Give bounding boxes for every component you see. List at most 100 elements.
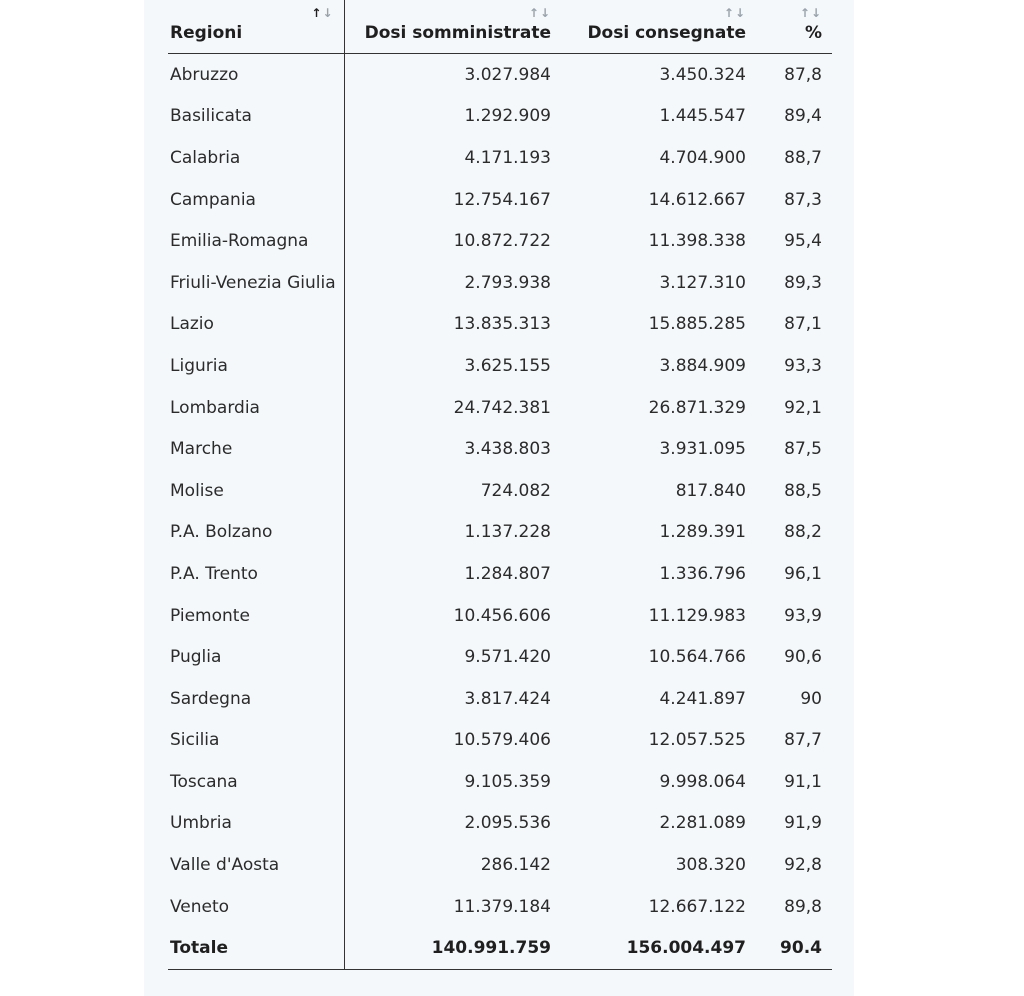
sort-icon-percent[interactable]: ↑↓ <box>799 6 822 20</box>
cell-region: Toscana <box>168 761 345 803</box>
cell-percent: 95,4 <box>784 231 822 252</box>
cell-administered: 3.625.155 <box>464 355 551 376</box>
table-total-row: Totale 140.991.759 156.004.497 90.4 <box>168 927 832 971</box>
table-row: Campania 12.754.167 14.612.667 87,3 <box>168 178 832 221</box>
cell-percent: 87,8 <box>784 64 822 85</box>
column-label-percent: % <box>804 23 822 43</box>
cell-delivered: 11.129.983 <box>648 605 746 626</box>
cell-delivered: 3.931.095 <box>659 439 746 460</box>
cell-delivered: 1.289.391 <box>659 522 746 543</box>
cell-administered: 1.284.807 <box>464 563 551 584</box>
cell-delivered: 308.320 <box>675 855 746 876</box>
table-row: Toscana 9.105.359 9.998.064 91,1 <box>168 761 832 803</box>
cell-administered: 2.793.938 <box>464 272 551 293</box>
column-label-region: Regioni <box>170 23 243 43</box>
cell-percent: 92,1 <box>784 397 822 418</box>
cell-region: Sardegna <box>168 677 345 720</box>
cell-percent: 91,9 <box>784 813 822 834</box>
cell-percent: 93,9 <box>784 605 822 626</box>
cell-delivered: 15.885.285 <box>648 314 746 335</box>
sort-icon-delivered[interactable]: ↑↓ <box>723 6 746 20</box>
table-row: Marche 3.438.803 3.931.095 87,5 <box>168 428 832 470</box>
column-label-delivered: Dosi consegnate <box>587 23 746 43</box>
column-header-administered[interactable]: ↑↓ Dosi somministrate <box>344 0 561 54</box>
cell-delivered: 12.667.122 <box>648 896 746 917</box>
cell-total-percent: 90.4 <box>756 927 832 971</box>
cell-region: P.A. Trento <box>168 553 345 595</box>
cell-delivered: 2.281.089 <box>659 813 746 834</box>
cell-delivered: 1.336.796 <box>659 563 746 584</box>
cell-administered: 4.171.193 <box>464 147 551 168</box>
cell-delivered: 9.998.064 <box>659 771 746 792</box>
table-row: P.A. Trento 1.284.807 1.336.796 96,1 <box>168 553 832 595</box>
cell-administered: 10.456.606 <box>453 605 551 626</box>
cell-administered: 3.817.424 <box>464 688 551 709</box>
cell-administered: 10.579.406 <box>453 730 551 751</box>
cell-region: Liguria <box>168 345 345 387</box>
table-row: Umbria 2.095.536 2.281.089 91,9 <box>168 802 832 845</box>
cell-region: Sicilia <box>168 719 345 762</box>
column-header-delivered[interactable]: ↑↓ Dosi consegnate <box>561 0 756 54</box>
cell-administered: 286.142 <box>480 855 551 876</box>
cell-region: Lazio <box>168 303 345 346</box>
column-header-region[interactable]: ↑↓ Regioni <box>168 0 345 54</box>
table-header-row: ↑↓ Regioni ↑↓ Dosi somministrate ↑↓ Dosi… <box>168 0 832 54</box>
cell-delivered: 1.445.547 <box>659 106 746 127</box>
table-row: P.A. Bolzano 1.137.228 1.289.391 88,2 <box>168 511 832 554</box>
cell-administered: 724.082 <box>480 480 551 501</box>
table-row: Veneto 11.379.184 12.667.122 89,8 <box>168 885 832 928</box>
column-label-administered: Dosi somministrate <box>364 23 551 43</box>
table-row: Basilicata 1.292.909 1.445.547 89,4 <box>168 95 832 138</box>
cell-region: Umbria <box>168 802 345 845</box>
cell-percent: 88,7 <box>784 147 822 168</box>
cell-delivered: 12.057.525 <box>648 730 746 751</box>
cell-delivered: 4.241.897 <box>659 688 746 709</box>
table-row: Lazio 13.835.313 15.885.285 87,1 <box>168 303 832 346</box>
cell-delivered: 3.884.909 <box>659 355 746 376</box>
cell-percent: 90 <box>800 688 822 709</box>
cell-percent: 88,2 <box>784 522 822 543</box>
table-row: Piemonte 10.456.606 11.129.983 93,9 <box>168 594 832 637</box>
table-row: Sicilia 10.579.406 12.057.525 87,7 <box>168 719 832 762</box>
table-row: Abruzzo 3.027.984 3.450.324 87,8 <box>168 53 832 96</box>
cell-region: Basilicata <box>168 95 345 138</box>
cell-administered: 9.105.359 <box>464 771 551 792</box>
cell-administered: 3.438.803 <box>464 439 551 460</box>
cell-region: Emilia-Romagna <box>168 220 345 262</box>
sort-icon-region[interactable]: ↑↓ <box>311 6 334 20</box>
cell-region: Lombardia <box>168 386 345 429</box>
cell-delivered: 3.450.324 <box>659 64 746 85</box>
cell-region: Calabria <box>168 137 345 179</box>
sort-icon-administered[interactable]: ↑↓ <box>528 6 551 20</box>
cell-administered: 2.095.536 <box>464 813 551 834</box>
cell-delivered: 817.840 <box>675 480 746 501</box>
table-row: Emilia-Romagna 10.872.722 11.398.338 95,… <box>168 220 832 262</box>
cell-percent: 96,1 <box>784 563 822 584</box>
table-row: Molise 724.082 817.840 88,5 <box>168 469 832 512</box>
cell-delivered: 14.612.667 <box>648 189 746 210</box>
cell-percent: 93,3 <box>784 355 822 376</box>
cell-region: Valle d'Aosta <box>168 844 345 886</box>
table-row: Friuli-Venezia Giulia 2.793.938 3.127.31… <box>168 261 832 304</box>
cell-region: Campania <box>168 178 345 221</box>
vaccine-doses-table: ↑↓ Regioni ↑↓ Dosi somministrate ↑↓ Dosi… <box>168 0 832 971</box>
cell-percent: 87,5 <box>784 439 822 460</box>
cell-administered: 11.379.184 <box>453 896 551 917</box>
column-header-percent[interactable]: ↑↓ % <box>756 0 832 54</box>
table-row: Calabria 4.171.193 4.704.900 88,7 <box>168 137 832 179</box>
cell-total-label: Totale <box>168 927 345 971</box>
table-row: Puglia 9.571.420 10.564.766 90,6 <box>168 636 832 678</box>
cell-percent: 92,8 <box>784 855 822 876</box>
cell-administered: 9.571.420 <box>464 647 551 668</box>
table-row: Liguria 3.625.155 3.884.909 93,3 <box>168 345 832 387</box>
cell-delivered: 3.127.310 <box>659 272 746 293</box>
cell-region: Friuli-Venezia Giulia <box>168 261 345 304</box>
cell-percent: 87,1 <box>784 314 822 335</box>
cell-percent: 87,7 <box>784 730 822 751</box>
cell-region: Piemonte <box>168 594 345 637</box>
cell-administered: 1.292.909 <box>464 106 551 127</box>
cell-percent: 90,6 <box>784 647 822 668</box>
cell-region: Marche <box>168 428 345 470</box>
table-row: Sardegna 3.817.424 4.241.897 90 <box>168 677 832 720</box>
cell-delivered: 10.564.766 <box>648 647 746 668</box>
